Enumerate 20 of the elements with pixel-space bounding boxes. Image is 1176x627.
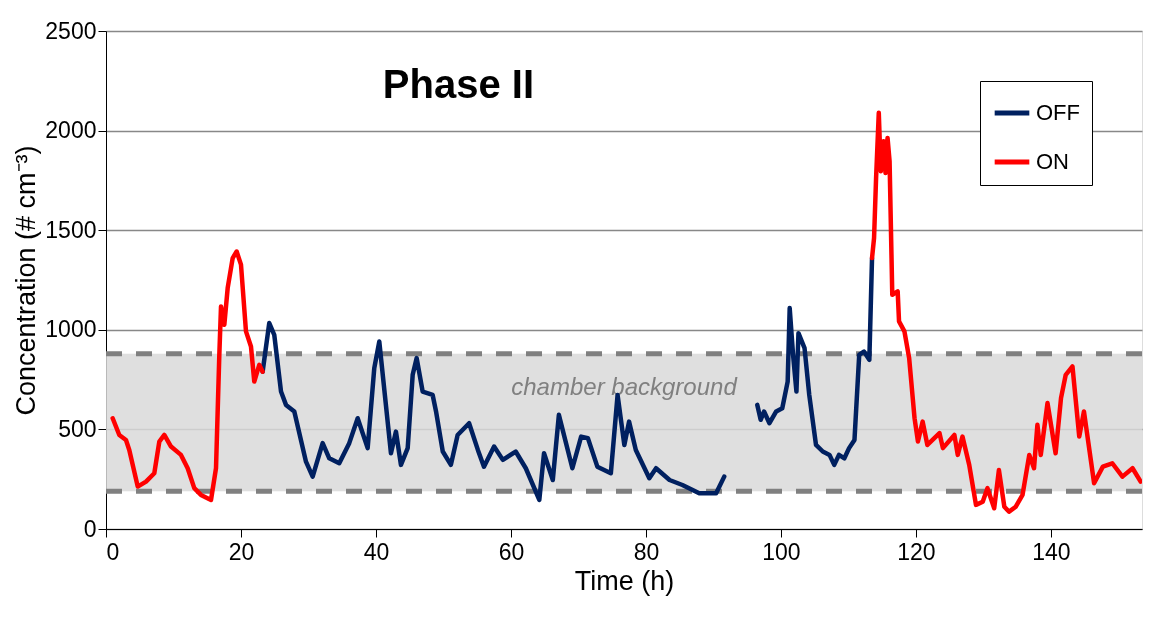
y-axis-title: Concentration (# cm⁻³) xyxy=(11,145,42,416)
y-tick-label: 1500 xyxy=(45,216,97,243)
y-tick-label: 2000 xyxy=(45,117,97,144)
x-tick-label: 120 xyxy=(897,538,936,565)
legend-label: ON xyxy=(1036,149,1069,174)
x-tick-label: 40 xyxy=(363,538,390,565)
y-tick-label: 1000 xyxy=(45,316,97,343)
x-tick-label: 20 xyxy=(228,538,255,565)
y-tick-label: 500 xyxy=(58,415,97,442)
x-tick-label: 0 xyxy=(106,538,120,565)
x-tick-label: 100 xyxy=(762,538,801,565)
x-axis-title: Time (h) xyxy=(574,565,675,596)
y-tick-label: 0 xyxy=(83,515,97,542)
x-tick-label: 80 xyxy=(633,538,660,565)
y-tick-label: 2500 xyxy=(45,17,97,44)
x-tick-label: 140 xyxy=(1032,538,1071,565)
x-tick-label: 60 xyxy=(498,538,525,565)
text: Phase II xyxy=(382,62,535,106)
legend-label: OFF xyxy=(1036,100,1080,125)
band-label: chamber background xyxy=(511,373,738,401)
